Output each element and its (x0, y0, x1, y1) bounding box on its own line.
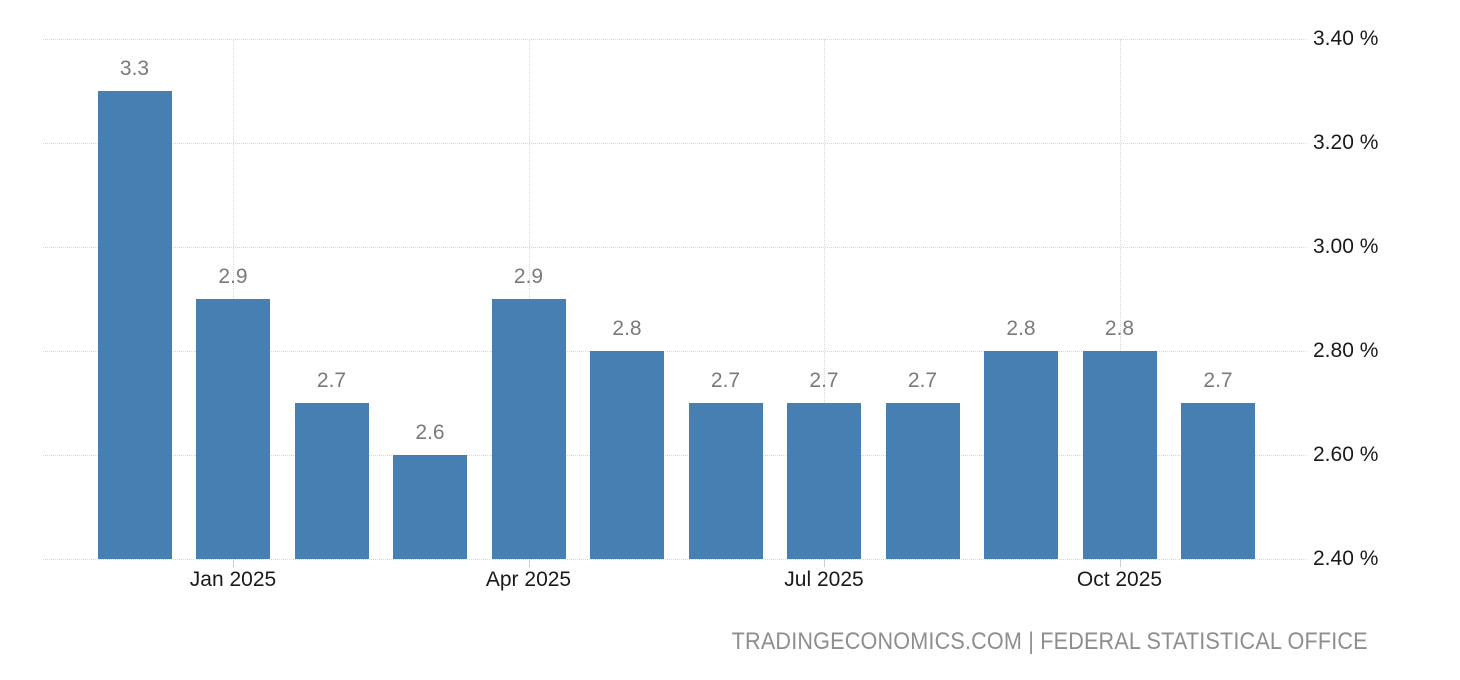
x-gridline (1119, 39, 1121, 559)
y-gridline (43, 247, 1306, 248)
bar-may-2025[interactable] (590, 351, 664, 559)
bar-oct-2025[interactable] (1082, 351, 1157, 559)
bar-value-label: 2.7 (1203, 369, 1233, 392)
bar-value-label: 2.9 (218, 265, 248, 288)
bar-value-label: 2.7 (907, 369, 938, 392)
x-axis-tick-mark (824, 559, 825, 567)
y-gridline (43, 559, 1306, 560)
bar-aug-2025[interactable] (885, 403, 960, 559)
x-axis-tick-mark (1119, 559, 1121, 567)
attribution-text: TRADINGECONOMICS.COM | FEDERAL STATISTIC… (731, 628, 1368, 655)
y-axis-tick-label: 3.40 % (1313, 27, 1379, 50)
bar-value-label: 2.7 (710, 369, 741, 392)
y-gridline (43, 39, 1306, 40)
bar-jun-2025[interactable] (688, 403, 763, 559)
bar-sep-2025[interactable] (984, 351, 1058, 559)
y-gridline (43, 455, 1306, 456)
y-gridline (43, 143, 1306, 144)
y-axis-tick-label: 2.60 % (1313, 443, 1379, 466)
bar-jul-2025[interactable] (787, 403, 861, 559)
y-axis-tick-label: 2.80 % (1313, 339, 1379, 362)
bar-value-label: 2.8 (1104, 317, 1135, 340)
x-axis-tick-mark (528, 559, 530, 567)
bar-apr-2025[interactable] (491, 299, 566, 559)
bar-mar-2025[interactable] (393, 455, 467, 559)
x-axis-tick-mark (233, 559, 234, 567)
y-gridline (43, 351, 1306, 352)
x-axis-tick-label: Jul 2025 (784, 568, 864, 591)
bar-value-label: 2.9 (513, 265, 544, 288)
bar-value-label: 2.8 (612, 317, 642, 340)
bar-nov-2025[interactable] (1181, 403, 1255, 559)
bar-value-label: 2.8 (1006, 317, 1036, 340)
x-axis-tick-label: Apr 2025 (485, 568, 572, 591)
x-axis-tick-label: Oct 2025 (1076, 568, 1163, 591)
bar-value-label: 2.7 (809, 369, 839, 392)
bar-value-label: 2.7 (316, 369, 347, 392)
y-axis-tick-label: 3.00 % (1313, 235, 1379, 258)
plot-area: 3.3 2.9 2.7 2.6 2.9 2.8 2.7 2.7 2.7 2.8 2.8 2.7 (43, 39, 1306, 567)
bar-jan-2025[interactable] (196, 299, 270, 559)
bar-value-label: 2.6 (415, 421, 445, 444)
bar-dec-2024[interactable] (97, 91, 172, 559)
y-axis-tick-label: 3.20 % (1313, 131, 1379, 154)
bar-value-label: 3.3 (119, 57, 150, 80)
bar-feb-2025[interactable] (294, 403, 369, 559)
y-axis-tick-label: 2.40 % (1313, 547, 1379, 570)
x-gridline (824, 39, 825, 559)
x-axis-tick-label: Jan 2025 (189, 568, 277, 591)
